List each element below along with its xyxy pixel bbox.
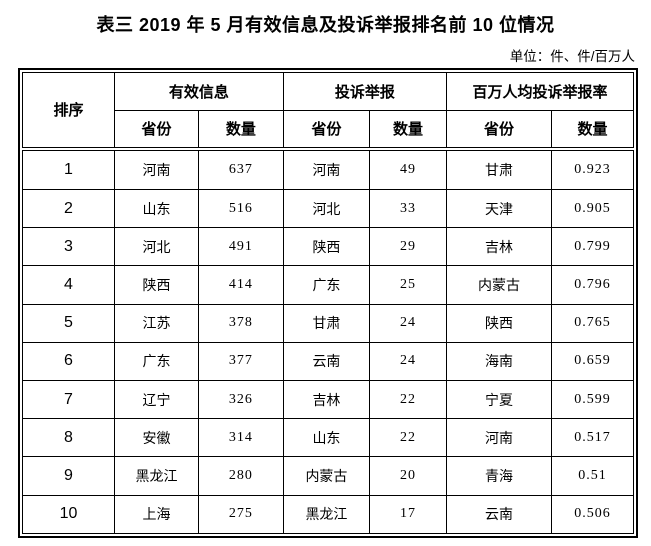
per-million-rate-cell: 0.506 <box>551 494 634 535</box>
complaints-province-cell: 云南 <box>282 341 371 382</box>
complaints-count-cell: 24 <box>369 303 447 343</box>
valid-info-count-cell: 326 <box>197 380 284 420</box>
valid-info-count-cell: 491 <box>197 227 284 267</box>
complaints-province-cell: 山东 <box>282 418 371 458</box>
per-million-province-cell: 天津 <box>445 188 553 229</box>
valid-info-count-cell: 377 <box>197 341 284 382</box>
rank-cell: 9 <box>22 456 115 496</box>
complaints-province-cell: 陕西 <box>282 227 371 267</box>
complaints-province-cell: 河北 <box>282 188 371 229</box>
per-million-province-cell: 河南 <box>445 418 553 458</box>
column-group-per-million-rate: 百万人均投诉举报率 <box>446 72 634 111</box>
rank-cell: 1 <box>22 148 115 190</box>
unit-note: 单位：件、件/百万人 <box>509 49 635 64</box>
per-million-rate-cell: 0.923 <box>551 148 634 190</box>
complaints-province-cell: 黑龙江 <box>282 494 371 535</box>
valid-info-count-cell: 275 <box>197 494 284 535</box>
table-row: 4 陕西 414 广东 25 内蒙古 0.796 <box>22 265 634 305</box>
table-row: 6 广东 377 云南 24 海南 0.659 <box>22 341 634 382</box>
complaints-count-cell: 33 <box>369 188 447 229</box>
header-group-row: 排序 有效信息 投诉举报 百万人均投诉举报率 <box>22 72 634 151</box>
per-million-rate-cell: 0.599 <box>551 380 634 420</box>
per-million-rate-cell: 0.765 <box>551 303 634 343</box>
per-million-rate-cell: 0.905 <box>551 188 634 229</box>
per-million-province-cell: 宁夏 <box>445 380 553 420</box>
valid-info-province-cell: 山东 <box>113 188 199 229</box>
table-row: 2 山东 516 河北 33 天津 0.905 <box>22 188 634 229</box>
column-header-rank: 排序 <box>22 72 115 151</box>
per-million-rate-cell: 0.659 <box>551 341 634 382</box>
complaints-count-cell: 20 <box>369 456 447 496</box>
column-header-per-million-count: 数量 <box>551 110 634 151</box>
complaints-count-cell: 22 <box>369 418 447 458</box>
ranking-table: 排序 有效信息 投诉举报 百万人均投诉举报率 省份 数量 省份 数量 省份 数量… <box>22 72 634 535</box>
per-million-province-cell: 云南 <box>445 494 553 535</box>
per-million-province-cell: 内蒙古 <box>445 265 553 305</box>
per-million-rate-cell: 0.517 <box>551 418 634 458</box>
column-group-valid-info: 有效信息 <box>113 72 284 111</box>
table-body: 1 河南 637 河南 49 甘肃 0.923 2 山东 516 河北 33 天津 0.905 3 河北 491… <box>22 148 634 535</box>
complaints-province-cell: 广东 <box>282 265 371 305</box>
valid-info-count-cell: 637 <box>197 148 284 190</box>
column-group-complaints: 投诉举报 <box>282 72 448 111</box>
valid-info-province-cell: 辽宁 <box>113 380 199 420</box>
table-row: 1 河南 637 河南 49 甘肃 0.923 <box>22 148 634 190</box>
complaints-count-cell: 17 <box>369 494 447 535</box>
rank-cell: 2 <box>22 188 115 229</box>
per-million-rate-cell: 0.51 <box>551 456 634 496</box>
complaints-count-cell: 49 <box>369 148 447 190</box>
ranking-table-frame: 排序 有效信息 投诉举报 百万人均投诉举报率 省份 数量 省份 数量 省份 数量… <box>18 68 638 538</box>
per-million-rate-cell: 0.796 <box>551 265 634 305</box>
complaints-province-cell: 内蒙古 <box>282 456 371 496</box>
rank-cell: 8 <box>22 418 115 458</box>
per-million-rate-cell: 0.799 <box>551 227 634 267</box>
rank-cell: 10 <box>22 494 115 535</box>
per-million-province-cell: 青海 <box>445 456 553 496</box>
rank-cell: 6 <box>22 341 115 382</box>
valid-info-province-cell: 安徽 <box>113 418 199 458</box>
valid-info-count-cell: 414 <box>197 265 284 305</box>
complaints-province-cell: 吉林 <box>282 380 371 420</box>
per-million-province-cell: 吉林 <box>445 227 553 267</box>
valid-info-province-cell: 上海 <box>113 494 199 535</box>
header-sub-row: 省份 数量 省份 数量 省份 数量 <box>23 110 634 151</box>
table-row: 8 安徽 314 山东 22 河南 0.517 <box>22 418 634 458</box>
rank-cell: 5 <box>22 303 115 343</box>
per-million-province-cell: 甘肃 <box>445 148 553 190</box>
column-header-complaints-count: 数量 <box>369 110 447 151</box>
complaints-count-cell: 22 <box>369 380 447 420</box>
table-row: 5 江苏 378 甘肃 24 陕西 0.765 <box>22 303 634 343</box>
valid-info-count-cell: 516 <box>197 188 284 229</box>
valid-info-province-cell: 河北 <box>113 227 199 267</box>
valid-info-province-cell: 广东 <box>113 341 199 382</box>
table-row: 7 辽宁 326 吉林 22 宁夏 0.599 <box>22 380 634 420</box>
complaints-province-cell: 河南 <box>282 148 371 190</box>
column-header-valid-info-province: 省份 <box>113 110 199 151</box>
complaints-count-cell: 29 <box>369 227 447 267</box>
valid-info-province-cell: 陕西 <box>113 265 199 305</box>
complaints-count-cell: 25 <box>369 265 447 305</box>
valid-info-count-cell: 378 <box>197 303 284 343</box>
valid-info-count-cell: 314 <box>197 418 284 458</box>
valid-info-province-cell: 河南 <box>113 148 199 190</box>
table-row: 9 黑龙江 280 内蒙古 20 青海 0.51 <box>22 456 634 496</box>
table-title: 表三 2019 年 5 月有效信息及投诉举报排名前 10 位情况 <box>96 15 555 35</box>
valid-info-count-cell: 280 <box>197 456 284 496</box>
valid-info-province-cell: 江苏 <box>113 303 199 343</box>
table-row: 10 上海 275 黑龙江 17 云南 0.506 <box>22 494 634 535</box>
rank-cell: 3 <box>22 227 115 267</box>
complaints-count-cell: 24 <box>369 341 447 382</box>
valid-info-province-cell: 黑龙江 <box>113 456 199 496</box>
column-header-valid-info-count: 数量 <box>197 110 284 151</box>
column-header-complaints-province: 省份 <box>282 110 371 151</box>
table-row: 3 河北 491 陕西 29 吉林 0.799 <box>22 227 634 267</box>
complaints-province-cell: 甘肃 <box>282 303 371 343</box>
rank-cell: 4 <box>22 265 115 305</box>
rank-cell: 7 <box>22 380 115 420</box>
per-million-province-cell: 陕西 <box>445 303 553 343</box>
per-million-province-cell: 海南 <box>445 341 553 382</box>
column-header-per-million-province: 省份 <box>445 110 553 151</box>
